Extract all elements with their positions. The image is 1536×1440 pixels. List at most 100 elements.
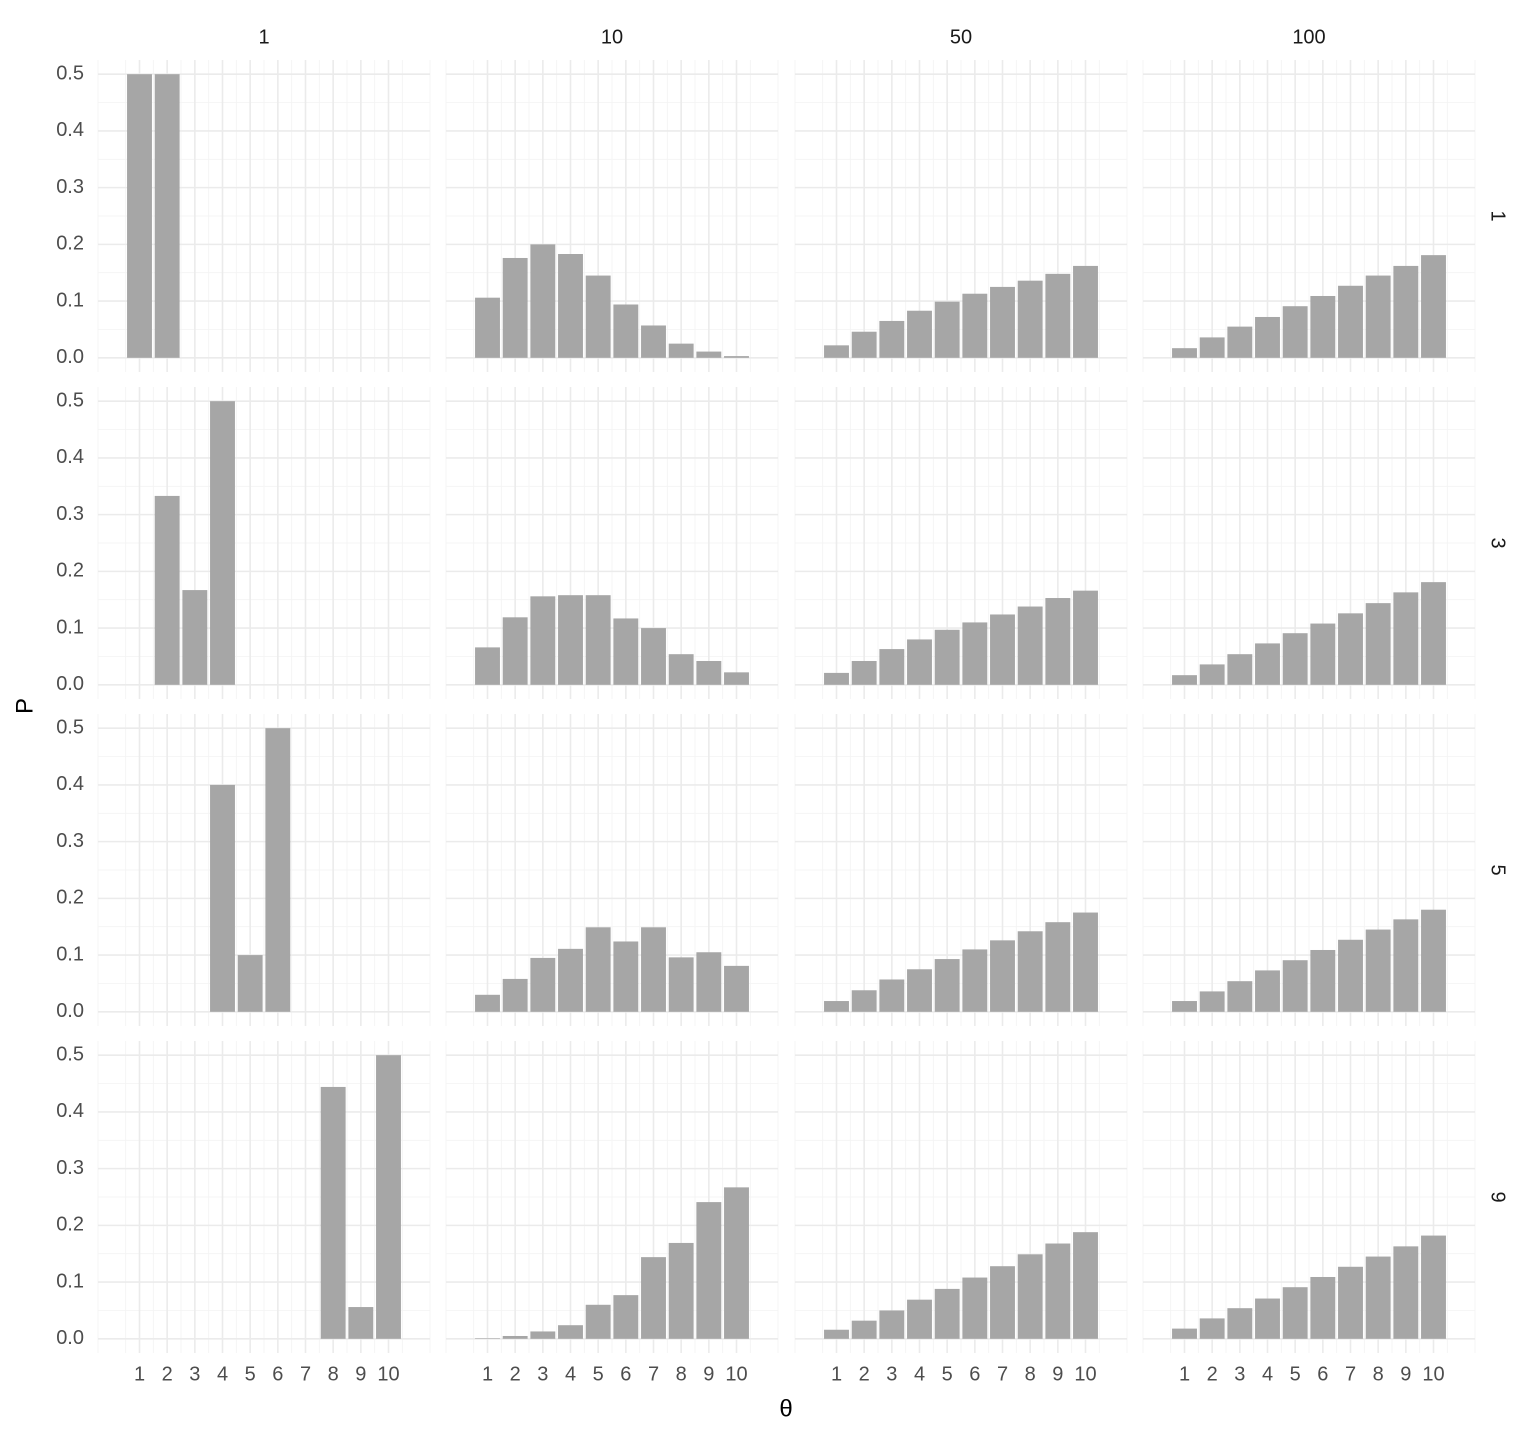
bar <box>475 1338 500 1339</box>
bar <box>724 965 749 1012</box>
bar <box>1017 280 1043 358</box>
y-tick-label: 0.5 <box>56 716 84 738</box>
bar <box>320 1086 346 1339</box>
x-tick-label: 7 <box>300 1363 311 1385</box>
bar <box>613 941 639 1012</box>
y-tick-label: 0.1 <box>56 289 84 311</box>
bar <box>265 728 291 1012</box>
y-tick-label: 0.2 <box>56 233 84 255</box>
bar <box>934 301 960 358</box>
x-tick-label: 7 <box>648 1363 659 1385</box>
x-tick-label: 10 <box>725 1363 747 1385</box>
bar <box>907 1299 932 1339</box>
bar <box>1310 623 1336 685</box>
x-tick-label: 4 <box>565 1363 576 1385</box>
bar <box>1365 275 1391 358</box>
x-tick-label: 9 <box>355 1363 366 1385</box>
bar <box>376 1055 401 1339</box>
bar <box>1282 306 1308 358</box>
bar <box>1255 1298 1280 1339</box>
bar <box>641 628 666 685</box>
bar <box>1310 295 1336 358</box>
y-axis-title: P <box>11 698 38 714</box>
bar <box>475 297 500 358</box>
bar <box>1045 922 1071 1012</box>
bar <box>696 660 722 685</box>
bar <box>824 1329 849 1339</box>
bar <box>824 345 849 358</box>
bar <box>934 1288 960 1339</box>
bar <box>1338 613 1363 685</box>
bar <box>907 969 932 1012</box>
bar <box>1017 931 1043 1012</box>
bar <box>641 927 666 1012</box>
x-tick-label: 2 <box>510 1363 521 1385</box>
bar <box>1227 326 1253 358</box>
x-tick-label: 6 <box>272 1363 283 1385</box>
bar <box>558 254 583 358</box>
x-tick-label: 8 <box>1025 1363 1036 1385</box>
bar <box>668 654 694 685</box>
y-tick-label: 0.4 <box>56 119 84 141</box>
bar <box>879 1310 905 1339</box>
bar <box>724 356 749 358</box>
bar <box>990 1266 1015 1339</box>
bar <box>934 629 960 685</box>
bar <box>1045 273 1071 358</box>
y-tick-label: 0.5 <box>56 389 84 411</box>
bar <box>1045 1243 1071 1339</box>
x-tick-label: 10 <box>1074 1363 1096 1385</box>
bar <box>641 1257 666 1339</box>
bar <box>1017 606 1043 685</box>
bar <box>502 617 528 685</box>
bar <box>1421 255 1446 358</box>
bar <box>1255 316 1280 358</box>
x-tick-label: 6 <box>969 1363 980 1385</box>
x-tick-label: 3 <box>189 1363 200 1385</box>
x-tick-label: 3 <box>537 1363 548 1385</box>
bar <box>585 1304 611 1339</box>
bar <box>1365 603 1391 685</box>
bar <box>1172 1328 1197 1339</box>
bar <box>824 672 849 685</box>
bar <box>696 1202 722 1339</box>
strip-label: 5 <box>1487 864 1509 875</box>
y-tick-label: 0.4 <box>56 773 84 795</box>
bar <box>1310 949 1336 1012</box>
y-tick-label: 0.2 <box>56 560 84 582</box>
bar <box>1073 912 1098 1012</box>
bar <box>1045 598 1071 685</box>
y-tick-label: 0.4 <box>56 446 84 468</box>
x-tick-label: 6 <box>1317 1363 1328 1385</box>
bar <box>1255 970 1280 1012</box>
strip-label: 1 <box>1487 210 1509 221</box>
bar <box>558 595 583 685</box>
bar <box>1421 582 1446 685</box>
bar <box>1393 1246 1419 1339</box>
bar <box>1282 1287 1308 1339</box>
x-tick-label: 1 <box>482 1363 493 1385</box>
bar <box>1227 981 1253 1012</box>
x-tick-label: 6 <box>620 1363 631 1385</box>
bar <box>962 949 988 1012</box>
bar <box>1172 1001 1197 1012</box>
bar <box>530 244 556 358</box>
y-tick-label: 0.5 <box>56 1043 84 1065</box>
bar <box>1282 960 1308 1012</box>
bar <box>1017 1254 1043 1339</box>
y-tick-label: 0.0 <box>56 673 84 695</box>
bar <box>502 1335 528 1339</box>
bar <box>1421 1235 1446 1339</box>
bar <box>1255 643 1280 685</box>
x-tick-label: 4 <box>1262 1363 1273 1385</box>
y-tick-label: 0.4 <box>56 1100 84 1122</box>
bar <box>879 649 905 685</box>
x-tick-label: 1 <box>134 1363 145 1385</box>
bar <box>1073 265 1098 358</box>
bar <box>585 927 611 1012</box>
x-tick-label: 10 <box>377 1363 399 1385</box>
bar <box>962 293 988 358</box>
y-tick-label: 0.1 <box>56 943 84 965</box>
bar <box>962 622 988 685</box>
bar <box>724 1187 749 1339</box>
